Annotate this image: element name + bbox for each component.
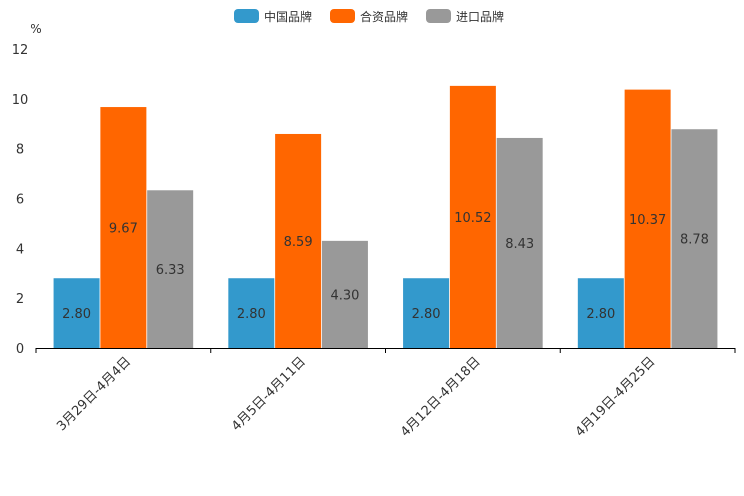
y-tick-label: 12 (12, 43, 29, 58)
bar-value-label: 9.67 (109, 222, 138, 237)
bar-series-1-cat-3[interactable] (403, 278, 450, 348)
bar-value-label: 4.30 (330, 288, 359, 303)
bar-series-1-cat-4[interactable] (577, 278, 624, 348)
y-tick-label: 4 (16, 242, 24, 257)
bar-series-2-cat-4[interactable] (624, 89, 671, 348)
legend: 中国品牌 合资品牌 进口品牌 (234, 9, 504, 24)
bar-value-label: 8.78 (680, 233, 709, 248)
legend-swatch-1[interactable] (234, 9, 259, 23)
y-axis-unit-label: % (30, 22, 41, 36)
y-axis: 0 2 4 6 8 10 12 (12, 43, 29, 357)
bar-value-label: 10.52 (454, 211, 491, 226)
bar-value-label: 8.43 (505, 237, 534, 252)
y-tick-label: 2 (16, 292, 24, 307)
bar-series-2-cat-2[interactable] (275, 133, 322, 348)
legend-label-3[interactable]: 进口品牌 (456, 10, 504, 24)
x-axis: 3月29日-4月4日 4月5日-4月11日 4月12日-4月18日 4月19日-4月2… (35, 348, 736, 440)
y-tick-label: 10 (12, 93, 29, 108)
x-tick-label: 4月5日-4月11日 (229, 354, 309, 434)
bar-series-2-cat-3[interactable] (449, 85, 496, 349)
bar-value-label: 2.80 (237, 307, 266, 322)
bar-series-3-cat-4[interactable] (671, 129, 718, 348)
y-tick-label: 6 (16, 193, 24, 208)
bar-value-label: 2.80 (586, 307, 615, 322)
legend-label-1[interactable]: 中国品牌 (264, 9, 312, 24)
bar-series-3-cat-2[interactable] (321, 240, 368, 348)
bar-series-1-cat-1[interactable] (53, 278, 100, 348)
legend-swatch-3[interactable] (426, 9, 451, 23)
y-tick-label: 8 (16, 143, 24, 158)
legend-swatch-2[interactable] (330, 9, 355, 23)
bar-series-3-cat-1[interactable] (147, 190, 194, 348)
legend-label-2[interactable]: 合资品牌 (360, 9, 408, 24)
y-tick-label: 0 (16, 342, 24, 357)
bar-series-2-cat-1[interactable] (100, 107, 147, 348)
bar-series-1-cat-2[interactable] (228, 278, 275, 348)
bar-value-label: 6.33 (156, 263, 185, 278)
bar-value-label: 2.80 (62, 307, 91, 322)
bars-group: 2.80 9.67 6.33 2.80 8.59 4.30 2.80 10.52 8.43 2.8… (53, 85, 718, 349)
bar-value-label: 2.80 (412, 307, 441, 322)
x-tick-label: 3月29日-4月4日 (54, 354, 134, 434)
bar-series-3-cat-3[interactable] (496, 137, 543, 348)
bar-value-label: 10.37 (629, 213, 666, 228)
x-tick-label: 4月19日-4月25日 (573, 354, 659, 440)
bar-value-label: 8.59 (284, 235, 313, 250)
x-tick-label: 4月12日-4月18日 (398, 354, 484, 440)
